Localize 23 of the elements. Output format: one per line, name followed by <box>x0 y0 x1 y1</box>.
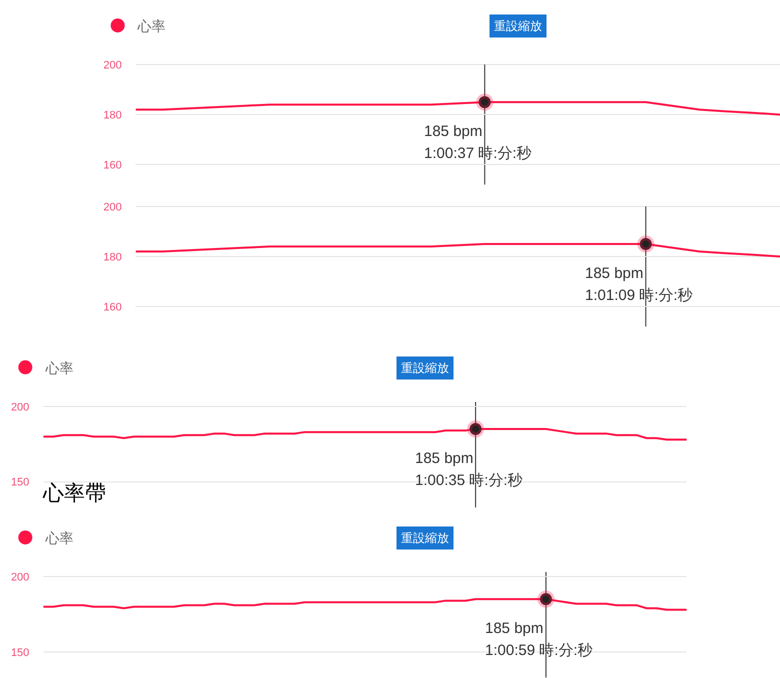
text: 心率 <box>44 530 74 546</box>
y-tick-label: 150 <box>10 476 30 489</box>
text: 重設縮放 <box>494 19 542 33</box>
y-tick-label: 160 <box>103 301 122 314</box>
y-tick-label: 200 <box>103 201 122 214</box>
text: 重設縮放 <box>401 361 449 375</box>
annotation: 1:00:35 時:分:秒 <box>415 472 523 489</box>
y-tick-label: 180 <box>103 109 122 122</box>
annotation: 185 bpm <box>424 123 482 140</box>
annotation: 185 bpm <box>415 450 474 467</box>
legend-label: 心率 <box>136 18 166 34</box>
annotation: 185 bpm <box>585 265 644 282</box>
y-tick-label: 200 <box>10 401 30 414</box>
y-tick-label: 180 <box>103 251 122 264</box>
legend-label: 心率 <box>44 360 74 376</box>
y-tick-label: 160 <box>103 159 122 172</box>
y-tick-label: 200 <box>10 571 30 584</box>
y-tick-label: 200 <box>103 59 122 72</box>
y-tick-label: 150 <box>10 646 30 659</box>
annotation: 185 bpm <box>485 620 544 637</box>
text: 心率帶 <box>42 482 106 505</box>
text: 重設縮放 <box>401 531 449 545</box>
annotation: 1:00:59 時:分:秒 <box>485 642 593 659</box>
